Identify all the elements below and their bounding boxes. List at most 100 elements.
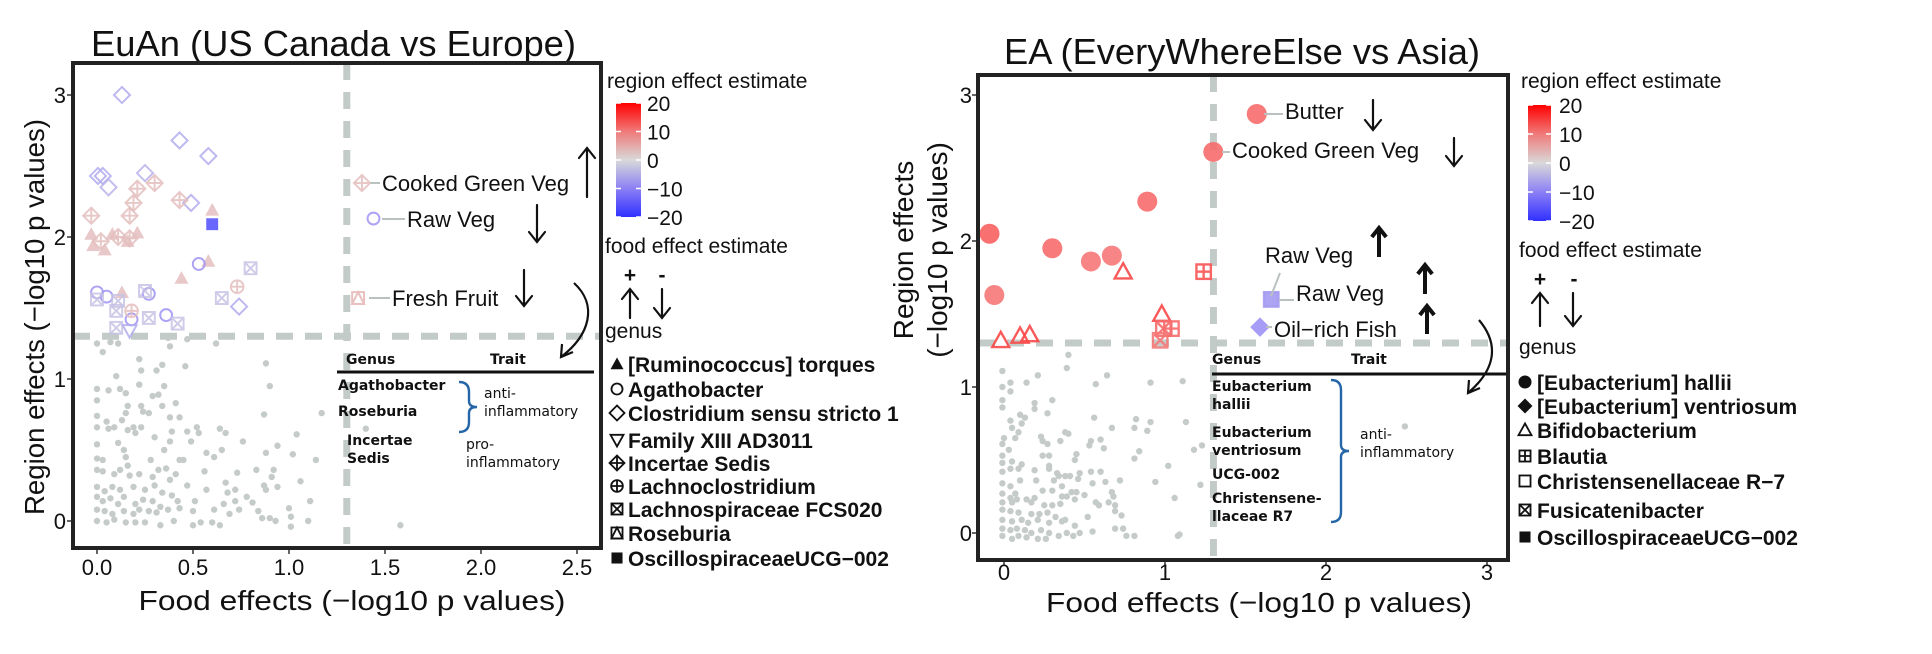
legend-shape-icon <box>610 479 624 493</box>
triangle-mark <box>990 329 1012 349</box>
data-point <box>136 470 143 478</box>
data-point <box>201 468 208 475</box>
data-point <box>1070 532 1077 540</box>
y-tick-label: 1 <box>960 375 972 400</box>
data-point <box>1147 379 1154 386</box>
data-point <box>1071 496 1079 503</box>
data-point <box>122 390 129 397</box>
data-point <box>157 522 164 529</box>
data-point <box>180 456 187 464</box>
y-axis-label: Region effects <box>888 161 919 340</box>
data-point <box>1176 531 1183 538</box>
diamond-mark <box>608 404 626 422</box>
legend-label: Lachnospiraceae FCS020 <box>628 499 882 522</box>
data-point <box>170 517 177 525</box>
legend-label: [Eubacterium] hallii <box>1537 372 1732 395</box>
arrowhead-icon <box>1466 379 1481 395</box>
circle-mark <box>984 285 1005 306</box>
diamond-mark <box>88 166 108 186</box>
data-point <box>168 492 176 499</box>
data-point <box>93 385 101 393</box>
data-point <box>149 392 156 400</box>
legend-item: Family XIII AD3011 <box>608 430 813 453</box>
data-point <box>122 409 129 417</box>
data-point <box>109 303 124 318</box>
data-point <box>1151 303 1173 322</box>
y-tick-label: 3 <box>960 83 972 108</box>
table-trait: inflammatory <box>1360 445 1454 461</box>
data-point <box>232 486 239 493</box>
data-point <box>1063 493 1070 500</box>
square-mark <box>206 218 219 231</box>
x-mark <box>109 321 123 335</box>
x-mark <box>610 502 624 516</box>
x-mark <box>1152 332 1169 349</box>
legend-label: [Ruminococcus] torques <box>628 354 875 377</box>
y-tick-label: 2 <box>960 229 972 254</box>
data-point <box>1031 399 1038 407</box>
legend-item: Clostridium sensu stricto 1 <box>608 403 899 426</box>
data-point <box>1041 502 1048 509</box>
legend-item: [Eubacterium] hallii <box>1518 372 1732 395</box>
data-point <box>138 284 152 298</box>
data-point <box>293 431 300 438</box>
legend-shape-icon <box>610 357 624 370</box>
data-point <box>1034 516 1042 524</box>
legend-shape-icon <box>1518 474 1532 488</box>
point-annotations: Butter Cooked Green Veg Raw Veg Raw Veg Oil−… <box>1222 98 1464 342</box>
data-point <box>1073 488 1080 496</box>
data-point <box>1086 442 1093 449</box>
colorbar <box>1528 105 1551 221</box>
plus-mark <box>125 194 142 211</box>
data-point <box>1065 351 1072 359</box>
data-point <box>147 456 154 464</box>
data-point <box>1123 532 1130 540</box>
circle-mark <box>366 211 381 226</box>
data-point <box>1049 396 1056 404</box>
data-point <box>1015 532 1022 540</box>
x-tick-label: 3 <box>1481 560 1493 585</box>
data-point <box>210 453 218 461</box>
x-tick-label: 0.5 <box>178 555 209 580</box>
data-point <box>149 473 156 481</box>
data-point <box>1057 500 1064 507</box>
point-label: Raw Veg <box>407 207 495 232</box>
table-genus: Christensene- <box>1212 491 1322 507</box>
data-point <box>262 486 270 493</box>
arrow-down-icon <box>1563 291 1583 328</box>
data-point <box>153 367 160 374</box>
data-point <box>124 402 131 410</box>
data-point <box>352 173 372 193</box>
data-point <box>141 486 149 493</box>
legend-shape-icon <box>608 433 626 449</box>
point-label: Raw Veg <box>1265 243 1353 268</box>
table-trait: anti- <box>484 386 516 402</box>
point-label: Raw Veg <box>1296 281 1384 306</box>
x-tick-label: 1 <box>1159 560 1171 585</box>
data-point <box>114 340 122 347</box>
data-point <box>1131 455 1138 462</box>
nonsignificant-points <box>999 351 1409 543</box>
data-point <box>120 507 128 515</box>
data-point <box>362 425 369 432</box>
legend-item: Roseburia <box>610 523 731 546</box>
data-point <box>1013 496 1021 503</box>
data-point <box>120 206 140 226</box>
data-point <box>1401 423 1409 430</box>
data-point <box>130 483 137 491</box>
data-point <box>93 397 101 404</box>
data-point <box>1111 525 1119 532</box>
data-point <box>272 517 279 525</box>
data-point <box>93 166 113 186</box>
data-point <box>1105 499 1112 506</box>
food-legend-plus: + <box>1534 268 1546 291</box>
square-mark <box>138 284 152 298</box>
plus-mark <box>1519 450 1531 462</box>
data-point <box>285 505 293 512</box>
data-point <box>99 497 106 505</box>
legend-item: OscillospiraceaeUCG−002 <box>611 548 889 571</box>
data-point <box>107 338 114 346</box>
data-point <box>1089 528 1096 535</box>
data-point <box>135 163 155 183</box>
legend-item: Agathobacter <box>610 379 763 402</box>
